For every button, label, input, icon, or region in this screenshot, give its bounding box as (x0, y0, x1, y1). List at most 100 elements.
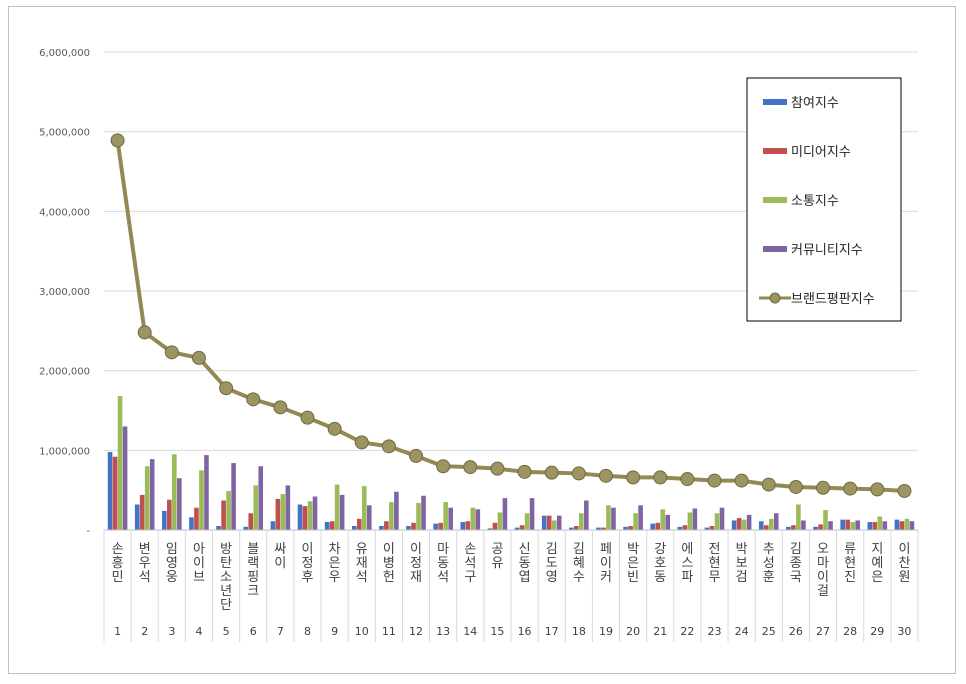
rank-label: 28 (843, 625, 857, 638)
bar-소통지수 (660, 509, 666, 530)
bar-미디어지수 (763, 525, 769, 530)
bar-참여지수 (324, 522, 330, 530)
point-브랜드평판지수 (897, 483, 912, 498)
rank-label: 2 (141, 625, 148, 638)
bar-커뮤니티지수 (665, 514, 671, 530)
bar-커뮤니티지수 (149, 459, 155, 530)
bar-미디어지수 (519, 525, 525, 530)
point-브랜드평판지수 (409, 448, 424, 463)
bar-참여지수 (623, 526, 628, 530)
bar-미디어지수 (329, 521, 335, 530)
bar-참여지수 (786, 526, 791, 530)
bar-소통지수 (877, 516, 883, 530)
point-브랜드평판지수 (680, 472, 695, 487)
bar-소통지수 (687, 512, 693, 530)
bar-소통지수 (579, 513, 584, 530)
bar-소통지수 (470, 507, 476, 530)
bar-소통지수 (307, 501, 313, 530)
bar-미디어지수 (112, 456, 118, 530)
point-브랜드평판지수 (598, 468, 613, 483)
bar-미디어지수 (411, 522, 416, 530)
bar-소통지수 (443, 502, 448, 530)
bar-커뮤니티지수 (204, 455, 209, 530)
point-브랜드평판지수 (381, 439, 396, 454)
bar-소통지수 (253, 485, 259, 530)
bar-참여지수 (596, 527, 601, 530)
point-브랜드평판지수 (300, 410, 315, 425)
bar-소통지수 (714, 513, 720, 530)
point-브랜드평판지수 (816, 480, 831, 495)
rank-label: 30 (897, 625, 911, 638)
bar-커뮤니티지수 (529, 498, 535, 530)
bar-소통지수 (904, 518, 910, 530)
bar-미디어지수 (275, 498, 281, 530)
bar-커뮤니티지수 (773, 513, 779, 530)
point-브랜드평판지수 (327, 421, 342, 436)
rank-label: 12 (409, 625, 423, 638)
point-브랜드평판지수 (219, 381, 234, 396)
chart-frame (8, 6, 956, 674)
bar-소통지수 (850, 522, 855, 530)
point-브랜드평판지수 (761, 477, 776, 492)
bar-커뮤니티지수 (285, 485, 291, 530)
rank-label: 27 (816, 625, 830, 638)
bar-참여지수 (107, 451, 113, 530)
rank-label: 23 (708, 625, 722, 638)
bar-참여지수 (487, 528, 493, 530)
point-브랜드평판지수 (870, 482, 885, 497)
bar-미디어지수 (655, 522, 661, 530)
rank-label: 26 (789, 625, 803, 638)
bar-참여지수 (541, 515, 547, 530)
legend-label: 참여지수 (791, 96, 839, 111)
legend-swatch (763, 246, 787, 252)
bar-커뮤니티지수 (339, 494, 345, 530)
bar-참여지수 (297, 504, 303, 530)
rank-label: 9 (331, 625, 338, 638)
bar-참여지수 (704, 527, 710, 530)
y-tick-label: 3,000,000 (39, 287, 90, 298)
point-브랜드평판지수 (843, 481, 858, 496)
y-axis-ticks: 6,000,000 5,000,000 4,000,000 3,000,000 2,00… (39, 48, 90, 537)
point-브랜드평판지수 (191, 350, 206, 365)
rank-label: 24 (735, 625, 749, 638)
bar-소통지수 (389, 502, 394, 530)
bar-커뮤니티지수 (475, 509, 481, 530)
bar-참여지수 (406, 526, 411, 530)
rank-label: 22 (680, 625, 694, 638)
point-브랜드평판지수 (463, 460, 478, 475)
bar-소통지수 (117, 396, 123, 530)
bar-참여지수 (758, 521, 764, 530)
bar-미디어지수 (438, 522, 443, 530)
rank-label: 10 (355, 625, 369, 638)
bar-소통지수 (823, 510, 828, 530)
bar-커뮤니티지수 (312, 496, 318, 530)
bar-참여지수 (731, 520, 737, 530)
legend-marker (769, 292, 781, 304)
point-브랜드평판지수 (517, 464, 532, 479)
bar-소통지수 (172, 454, 177, 530)
bar-참여지수 (433, 523, 438, 530)
bar-소통지수 (144, 466, 150, 530)
legend-label: 브랜드평판지수 (791, 292, 875, 307)
legend-label: 커뮤니티지수 (791, 243, 863, 258)
bar-커뮤니티지수 (855, 520, 860, 530)
point-브랜드평판지수 (436, 459, 451, 474)
bar-참여지수 (134, 504, 140, 530)
rank-label: 17 (545, 625, 559, 638)
bar-소통지수 (551, 520, 557, 530)
bar-참여지수 (569, 527, 574, 530)
bar-커뮤니티지수 (177, 478, 182, 530)
bar-커뮤니티지수 (421, 495, 426, 530)
bar-미디어지수 (574, 526, 579, 530)
